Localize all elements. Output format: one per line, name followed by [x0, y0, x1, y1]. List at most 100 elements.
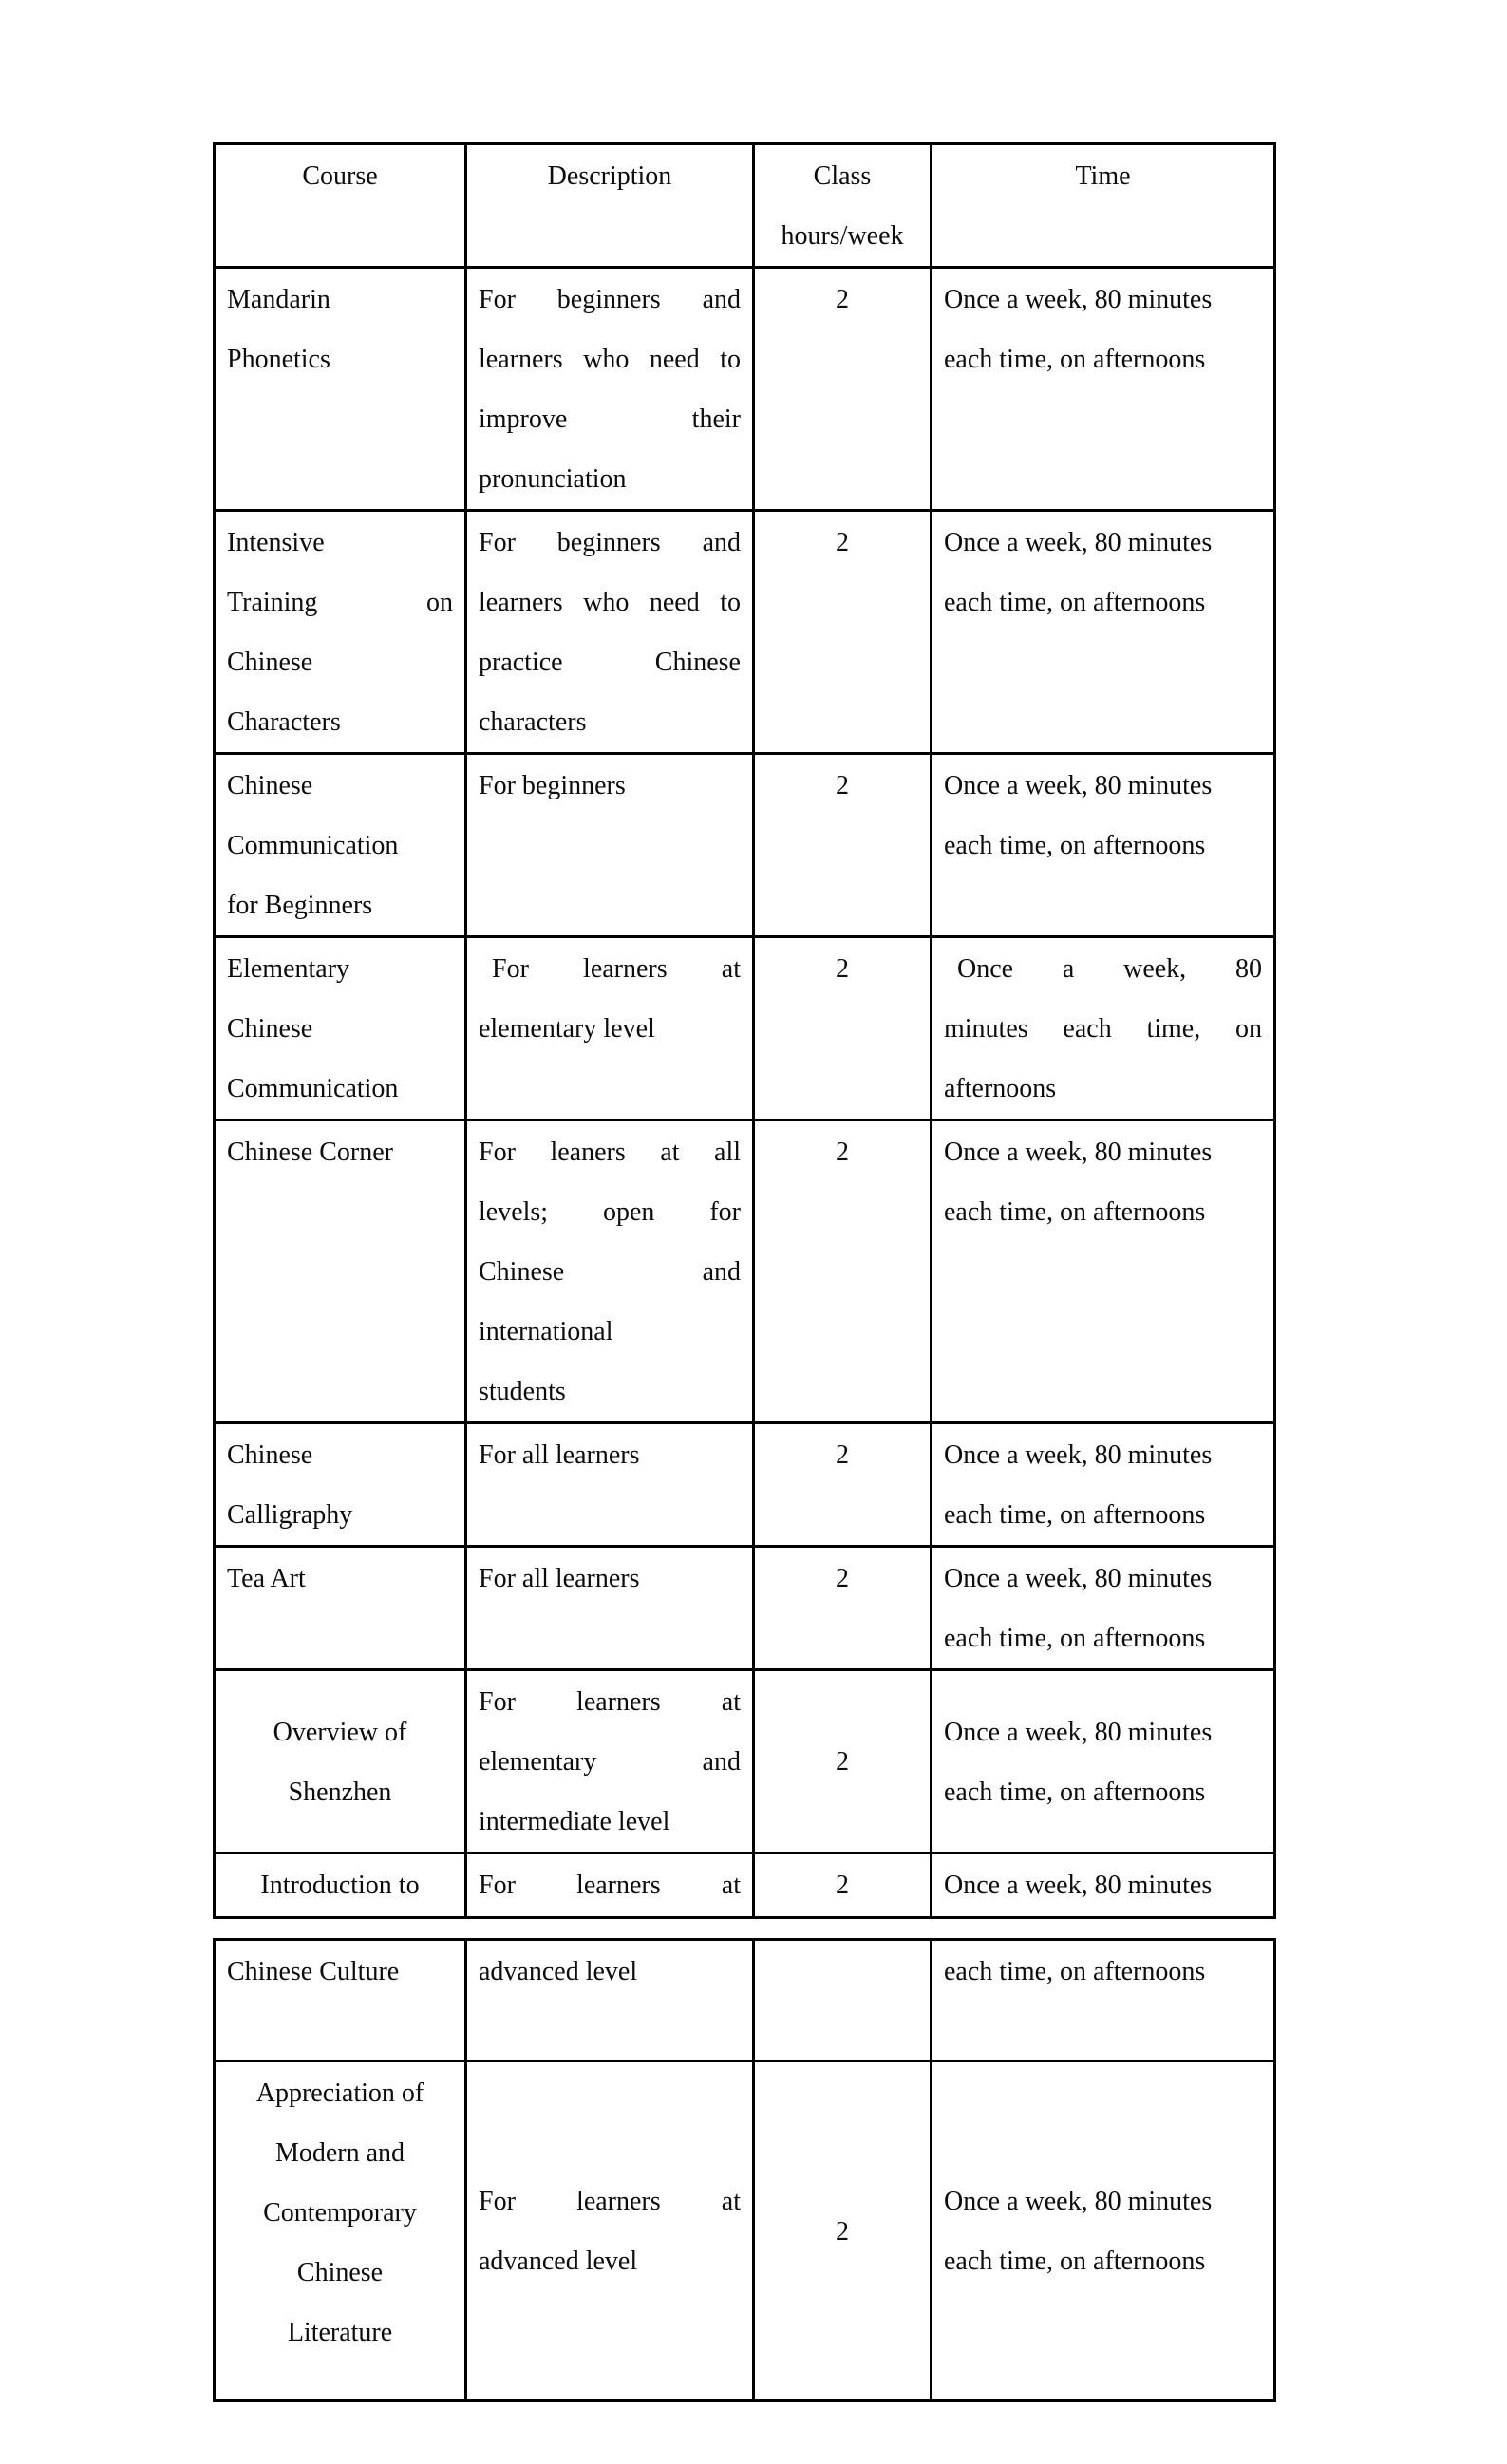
cell-class-hours — [752, 1938, 932, 2062]
course-line: Calligraphy — [227, 1500, 353, 1530]
cell-time: each time, on afternoons — [930, 1938, 1276, 2062]
course-line: Characters — [227, 707, 341, 737]
cell-class-hours: 2 — [752, 752, 932, 938]
hours-value: 2 — [836, 771, 849, 800]
cell-course: Chinese Culture — [213, 1938, 467, 2062]
time-line: each time, on afternoons — [944, 1197, 1206, 1227]
cell-description: For all learners — [464, 1545, 755, 1671]
time-line: each time, on afternoons — [944, 1500, 1206, 1530]
cell-time: Once a week, 80 minutes each time, on af… — [930, 752, 1276, 938]
course-line: Mandarin — [227, 285, 330, 314]
cell-course: Appreciation of Modern and Contemporary … — [213, 2060, 467, 2402]
course-line: Appreciation of — [255, 2078, 424, 2108]
description-line: For all learners — [479, 1440, 640, 1470]
cell-time: Once a week, 80 minutes each time, on af… — [930, 1421, 1276, 1548]
course-line: Chinese — [227, 1014, 313, 1044]
cell-class-hours: 2 — [752, 2060, 932, 2402]
hours-value — [766, 1943, 918, 2003]
description-line: improve their — [479, 404, 741, 434]
cell-class-hours: 2 — [752, 1668, 932, 1854]
description-line: pronunciation — [479, 464, 627, 494]
cell-course: Tea Art — [213, 1545, 467, 1671]
cell-description: For all learners — [464, 1421, 755, 1548]
cell-course: Chinese Calligraphy — [213, 1421, 467, 1548]
course-line: Tea Art — [227, 1564, 306, 1593]
cell-description: For learners at advanced level — [464, 2060, 755, 2402]
hours-value: 2 — [836, 285, 849, 314]
description-line: learners who need to — [479, 588, 741, 617]
description-line: elementary level — [479, 1014, 655, 1044]
cell-description: For beginners and learners who need to p… — [464, 509, 755, 755]
header-class-label: Class — [813, 161, 872, 191]
time-line: Once a week, 80 minutes — [944, 1440, 1213, 1470]
cell-description: For learners at elementary level — [464, 935, 755, 1121]
description-line: practice Chinese — [479, 648, 741, 677]
course-line: Training on — [227, 588, 453, 617]
header-hours-week-label: hours/week — [781, 221, 904, 251]
cell-course: Intensive Training on Chinese Characters — [213, 509, 467, 755]
cell-time: Once a week, 80 minutes each time, on af… — [930, 509, 1276, 755]
course-line: Contemporary — [263, 2198, 417, 2228]
time-line: each time, on afternoons — [944, 588, 1206, 617]
time-line: Once a week, 80 — [957, 954, 1262, 984]
course-line: Phonetics — [227, 345, 330, 374]
time-line: Once a week, 80 minutes — [944, 1871, 1213, 1900]
document-page: Course Description Class hours/week Time… — [213, 142, 1276, 2402]
cell-time: Once a week, 80 minutes each time, on af… — [930, 1668, 1276, 1854]
description-line: intermediate level — [479, 1807, 670, 1836]
cell-class-hours: 2 — [752, 935, 932, 1121]
description-line: advanced level — [479, 1957, 638, 1986]
description-line: elementary and — [479, 1747, 741, 1777]
description-line: For all learners — [479, 1564, 640, 1593]
course-line: Chinese Corner — [227, 1138, 393, 1167]
hours-value: 2 — [836, 1440, 849, 1470]
course-line: Shenzhen — [288, 1777, 392, 1807]
cell-time: Once a week, 80 minutes each time, on af… — [930, 1545, 1276, 1671]
course-line: Introduction to — [260, 1871, 420, 1900]
description-line: For learners at — [492, 954, 741, 984]
description-line: For beginners and — [479, 528, 741, 557]
description-line: For leaners at all — [479, 1138, 741, 1167]
cell-course: Introduction to — [213, 1852, 467, 1919]
table-row-chinese-corner: Chinese Corner For leaners at all levels… — [213, 1119, 1276, 1424]
cell-description: advanced level — [464, 1938, 755, 2062]
cell-class-hours: 2 — [752, 266, 932, 512]
time-line: Once a week, 80 minutes — [944, 2187, 1213, 2216]
table-row-elementary-chinese-communication: Elementary Chinese Communication For lea… — [213, 935, 1276, 1121]
header-description-label: Description — [547, 161, 672, 191]
hours-value: 2 — [836, 1871, 849, 1900]
table-row-chinese-calligraphy: Chinese Calligraphy For all learners 2 O… — [213, 1421, 1276, 1548]
time-line: Once a week, 80 minutes — [944, 285, 1213, 314]
course-line: Literature — [287, 2318, 393, 2347]
course-line: Elementary — [227, 954, 350, 984]
course-line: Communication — [227, 1074, 399, 1103]
cell-description: For beginners — [464, 752, 755, 938]
time-line: Once a week, 80 minutes — [944, 1717, 1213, 1747]
description-line: For beginners — [479, 771, 626, 800]
description-line: advanced level — [479, 2247, 638, 2276]
description-line: For learners at — [479, 1871, 741, 1900]
time-line: Once a week, 80 minutes — [944, 771, 1213, 800]
table-row-tea-art: Tea Art For all learners 2 Once a week, … — [213, 1545, 1276, 1671]
table-row-chinese-culture-continuation: Chinese Culture advanced level each time… — [213, 1938, 1276, 2062]
time-line: Once a week, 80 minutes — [944, 1138, 1213, 1167]
hours-value: 2 — [836, 954, 849, 984]
hours-value: 2 — [836, 1138, 849, 1167]
table-row-mandarin-phonetics: Mandarin Phonetics For beginners and lea… — [213, 266, 1276, 512]
description-line: learners who need to — [479, 345, 741, 374]
description-line: For learners at — [479, 1687, 741, 1717]
course-table-block-1: Course Description Class hours/week Time… — [213, 142, 1276, 1919]
table-row-chinese-communication-beginners: Chinese Communication for Beginners For … — [213, 752, 1276, 938]
hours-value: 2 — [836, 1747, 849, 1777]
time-line: each time, on afternoons — [944, 1624, 1206, 1653]
course-line: Chinese Culture — [227, 1957, 400, 1986]
header-cell-class-hours: Class hours/week — [752, 142, 932, 269]
time-line: each time, on afternoons — [944, 2247, 1206, 2276]
cell-description: For learners at elementary and intermedi… — [464, 1668, 755, 1854]
table-row-intensive-training: Intensive Training on Chinese Characters… — [213, 509, 1276, 755]
description-line: For beginners and — [479, 285, 741, 314]
description-line: students — [479, 1377, 566, 1406]
header-cell-description: Description — [464, 142, 755, 269]
description-line: Chinese and — [479, 1257, 741, 1287]
hours-value: 2 — [836, 528, 849, 557]
